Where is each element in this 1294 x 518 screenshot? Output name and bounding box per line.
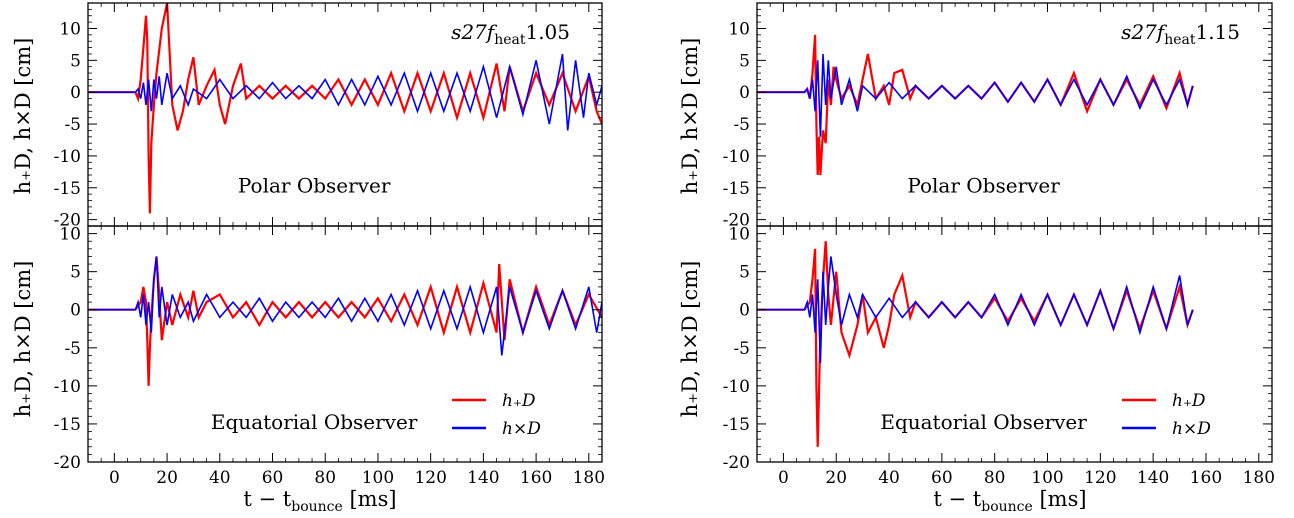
series-line-hplus (88, 256, 602, 386)
y-tick-label: 5 (70, 51, 81, 71)
model-title: s27fheat1.05 (451, 20, 570, 48)
y-tick-label: 10 (59, 19, 81, 39)
y-tick-label: -15 (54, 415, 81, 435)
x-tick-label: 40 (209, 468, 231, 488)
x-tick-label: 20 (156, 468, 178, 488)
y-tick-label: -15 (54, 179, 81, 199)
plot-frame (87, 225, 603, 463)
series-line-hplus (88, 3, 602, 214)
x-tick-label: 160 (520, 468, 552, 488)
y-tick-label: 0 (70, 83, 81, 103)
left-ylabel-bottom: h₊D, h×D [cm] (11, 261, 35, 418)
y-tick-label: -20 (54, 453, 81, 473)
y-tick-label: -10 (54, 147, 81, 167)
x-tick-label: 140 (467, 468, 499, 488)
y-tick-label: -10 (723, 147, 750, 167)
y-tick-label: -20 (723, 453, 750, 473)
y-tick-label: 10 (728, 225, 750, 245)
x-tick-label: 120 (414, 468, 446, 488)
y-tick-label: -5 (733, 115, 750, 135)
x-tick-label: 20 (825, 468, 847, 488)
observer-annotation: Polar Observer (238, 174, 391, 198)
left-xlabel: t − tbounce [ms] (243, 487, 396, 515)
y-tick-label: 5 (70, 263, 81, 283)
legend-label: h₊D (502, 391, 536, 411)
legend-label: h×D (502, 419, 541, 439)
y-tick-label: -15 (723, 179, 750, 199)
x-tick-label: 40 (878, 468, 900, 488)
y-tick-label: -20 (723, 211, 750, 231)
y-tick-label: 0 (70, 301, 81, 321)
series-line-hcross (88, 53, 602, 131)
y-tick-label: -5 (733, 339, 750, 359)
y-tick-label: 5 (739, 263, 750, 283)
x-tick-label: 100 (1031, 468, 1063, 488)
x-tick-label: 140 (1137, 468, 1169, 488)
y-tick-label: 10 (728, 19, 750, 39)
plot-frame (756, 225, 1273, 463)
x-tick-label: 160 (1190, 468, 1222, 488)
observer-annotation: Equatorial Observer (880, 410, 1087, 434)
y-tick-label: 0 (739, 301, 750, 321)
x-tick-label: 100 (362, 468, 394, 488)
y-tick-label: 10 (59, 225, 81, 245)
x-tick-label: 0 (778, 468, 789, 488)
model-title: s27fheat1.15 (1121, 20, 1240, 48)
y-tick-label: -5 (64, 339, 81, 359)
left-column: h₊D, h×D [cm] h₊D, h×D [cm] t − tbounce … (11, 38, 397, 515)
series-line-hcross (757, 256, 1194, 364)
x-tick-label: 80 (314, 468, 336, 488)
x-tick-label: 60 (262, 468, 284, 488)
observer-annotation: Equatorial Observer (211, 410, 418, 434)
y-tick-label: -20 (54, 211, 81, 231)
right-xlabel: t − tbounce [ms] (933, 487, 1086, 515)
y-tick-label: -10 (54, 377, 81, 397)
legend-label: h×D (1172, 419, 1211, 439)
left-ylabel: h₊D, h×D [cm] (11, 38, 35, 195)
y-tick-label: 0 (739, 83, 750, 103)
y-tick-label: -5 (64, 115, 81, 135)
x-tick-label: 0 (109, 468, 120, 488)
series-line-hcross (757, 53, 1194, 137)
legend-label: h₊D (1172, 391, 1206, 411)
y-tick-label: 5 (739, 51, 750, 71)
right-ylabel: h₊D, h×D [cm] (678, 38, 702, 195)
x-tick-label: 80 (984, 468, 1006, 488)
y-tick-label: -15 (723, 415, 750, 435)
x-tick-label: 180 (1243, 468, 1275, 488)
right-column: h₊D, h×D [cm] h₊D, h×D [cm] t − tbounce … (678, 38, 1087, 515)
x-tick-label: 120 (1084, 468, 1116, 488)
panel-right-top: -20 -15 -10 -5 0 5 10 Polar Observer s27fheat1.1… (723, 2, 1273, 231)
x-tick-label: 180 (573, 468, 605, 488)
series-line-hcross (88, 256, 602, 356)
right-ylabel-bottom: h₊D, h×D [cm] (678, 261, 702, 418)
x-tick-label: 60 (931, 468, 953, 488)
panel-left-top: -20 -15 -10 -5 0 5 10 Polar Observer s27fheat1.0… (54, 2, 603, 231)
y-tick-label: -10 (723, 377, 750, 397)
observer-annotation: Polar Observer (907, 174, 1060, 198)
